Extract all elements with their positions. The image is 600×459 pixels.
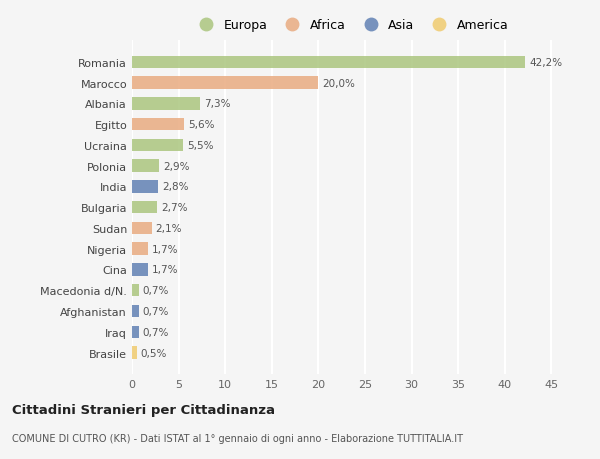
Bar bbox=[132, 222, 152, 235]
Text: 5,6%: 5,6% bbox=[188, 120, 214, 130]
Bar bbox=[132, 140, 183, 152]
Text: 2,1%: 2,1% bbox=[155, 224, 182, 234]
Text: 42,2%: 42,2% bbox=[529, 58, 562, 67]
Text: 0,7%: 0,7% bbox=[142, 327, 169, 337]
Bar bbox=[132, 77, 319, 90]
Text: 7,3%: 7,3% bbox=[204, 99, 230, 109]
Bar bbox=[132, 98, 200, 110]
Text: 0,7%: 0,7% bbox=[142, 306, 169, 316]
Legend: Europa, Africa, Asia, America: Europa, Africa, Asia, America bbox=[188, 14, 514, 37]
Bar bbox=[132, 181, 158, 193]
Bar bbox=[132, 118, 184, 131]
Text: 2,9%: 2,9% bbox=[163, 161, 189, 171]
Bar bbox=[132, 263, 148, 276]
Text: Cittadini Stranieri per Cittadinanza: Cittadini Stranieri per Cittadinanza bbox=[12, 403, 275, 416]
Text: 0,7%: 0,7% bbox=[142, 285, 169, 296]
Bar bbox=[132, 56, 525, 69]
Text: 2,7%: 2,7% bbox=[161, 203, 187, 213]
Text: 0,5%: 0,5% bbox=[140, 348, 167, 358]
Text: 1,7%: 1,7% bbox=[152, 244, 178, 254]
Text: 2,8%: 2,8% bbox=[162, 182, 188, 192]
Text: 1,7%: 1,7% bbox=[152, 265, 178, 275]
Text: COMUNE DI CUTRO (KR) - Dati ISTAT al 1° gennaio di ogni anno - Elaborazione TUTT: COMUNE DI CUTRO (KR) - Dati ISTAT al 1° … bbox=[12, 433, 463, 442]
Bar bbox=[132, 202, 157, 214]
Bar bbox=[132, 305, 139, 318]
Bar bbox=[132, 160, 159, 173]
Text: 5,5%: 5,5% bbox=[187, 140, 214, 151]
Text: 20,0%: 20,0% bbox=[322, 78, 355, 89]
Bar bbox=[132, 347, 137, 359]
Bar bbox=[132, 285, 139, 297]
Bar bbox=[132, 243, 148, 255]
Bar bbox=[132, 326, 139, 338]
